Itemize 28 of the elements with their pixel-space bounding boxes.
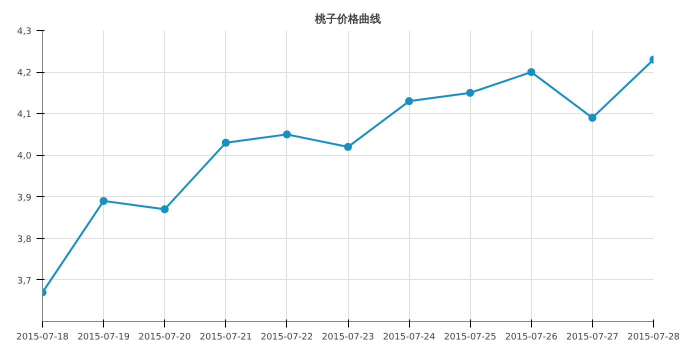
point [527, 68, 536, 76]
point [405, 97, 414, 106]
x-tick-label: 2015-07-19 [77, 332, 130, 342]
x-tick-label: 2015-07-25 [444, 332, 496, 342]
y-tick-label: 3,9 [17, 193, 32, 204]
x-tick-label: 2015-07-28 [627, 332, 680, 342]
point [344, 142, 352, 151]
y-tick-label: 4,1 [17, 110, 32, 120]
point [222, 138, 230, 147]
x-tick-label: 2015-07-26 [505, 332, 558, 342]
x-tick-label: 2015-07-20 [138, 332, 192, 342]
point [282, 130, 291, 138]
y-tick-label: 3,7 [17, 276, 32, 286]
x-tick-label: 2015-07-23 [322, 332, 374, 342]
chart-title: 桃子价格曲线 [314, 12, 381, 26]
point [100, 196, 108, 205]
y-tick-label: 4,0 [17, 152, 32, 162]
x-tick-label: 2015-07-27 [566, 332, 619, 342]
x-tick-label: 2015-07-18 [16, 332, 69, 342]
point [160, 205, 169, 214]
y-tick-label: 4,3 [17, 27, 32, 37]
y-tick-label: 3,8 [17, 234, 32, 245]
x-tick-label: 2015-07-24 [382, 332, 436, 342]
x-tick-label: 2015-07-21 [200, 332, 252, 342]
y-tick-label: 4,2 [17, 68, 32, 79]
point [588, 114, 596, 122]
point [466, 88, 474, 97]
x-tick-label: 2015-07-22 [260, 332, 314, 342]
